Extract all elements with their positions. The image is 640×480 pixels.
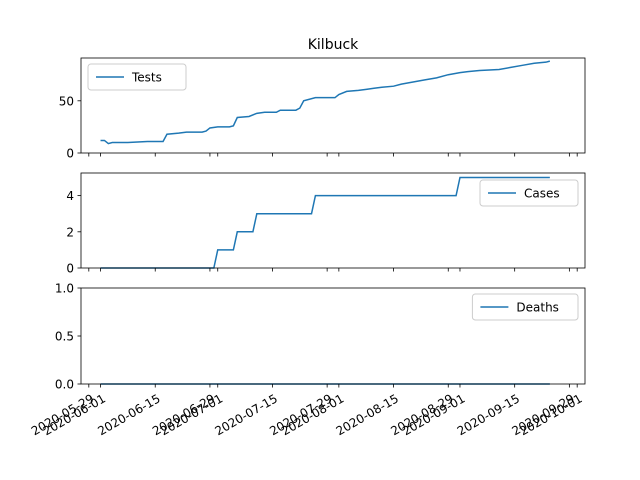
y-tick-label: 1.0 [55, 282, 74, 296]
legend-box [87, 63, 187, 91]
axes-frame [80, 57, 586, 154]
data-line [100, 176, 550, 269]
chart-title: Kilbuck [308, 37, 359, 53]
axes-frame [80, 287, 586, 385]
legend-box [479, 179, 579, 207]
y-tick-label: 0 [66, 147, 74, 161]
legend-box [471, 293, 579, 321]
legend-label: Tests [131, 71, 162, 85]
y-tick-label: 4 [66, 189, 74, 203]
y-tick-label: 0.5 [55, 330, 74, 344]
y-tick-label: 50 [59, 94, 74, 108]
y-tick-label: 2 [66, 225, 74, 239]
legend-label: Deaths [516, 301, 559, 315]
legend-label: Cases [524, 187, 560, 201]
y-tick-label: 0.0 [55, 378, 74, 392]
axes-frame [80, 172, 586, 269]
y-tick-label: 0 [66, 262, 74, 276]
data-line [100, 60, 551, 145]
